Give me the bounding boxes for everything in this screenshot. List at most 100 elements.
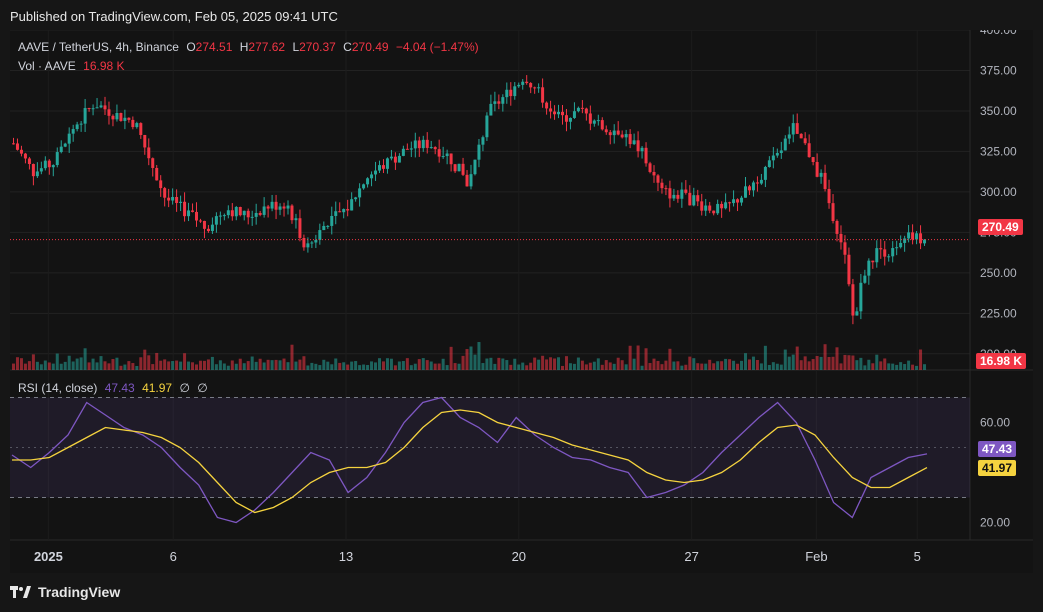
volume-bar (517, 364, 521, 370)
volume-bar (151, 364, 155, 370)
volume-bar (568, 363, 572, 370)
volume-label[interactable]: Vol · AAVE (18, 59, 76, 73)
volume-bar (123, 364, 127, 370)
candle-body (576, 107, 580, 112)
volume-bar (740, 360, 744, 370)
volume-bar (584, 364, 588, 370)
volume-bar (75, 358, 79, 370)
volume-bar (449, 346, 453, 370)
candle-body (119, 112, 123, 121)
candle-body (831, 203, 835, 222)
volume-bar (859, 357, 863, 370)
candle-body (258, 212, 262, 215)
rsi-tag: 47.43 (978, 441, 1017, 457)
candle-body (274, 201, 278, 210)
volume-bar (51, 363, 55, 370)
volume-bar (716, 361, 720, 370)
volume-bar (139, 357, 143, 370)
candle-body (720, 203, 724, 209)
candle-body (318, 230, 322, 240)
candle-body (19, 149, 23, 154)
candle-body (787, 134, 791, 139)
volume-bar (557, 357, 561, 370)
volume-bar (883, 358, 887, 370)
footer-brand[interactable]: TradingView (38, 584, 121, 600)
rsi-ma-line (12, 409, 928, 514)
candle-body (835, 221, 839, 234)
volume-bar (763, 345, 767, 370)
candle-body (903, 238, 907, 243)
volume-bar (362, 364, 366, 370)
candle-body (692, 195, 696, 206)
chart-area[interactable]: 200.00225.00250.00275.00300.00325.00350.… (10, 30, 1033, 573)
candle-body (684, 189, 688, 193)
candle-body (457, 163, 461, 172)
price-tick-label: 400.00 (980, 30, 1017, 37)
volume-bar (803, 356, 807, 370)
candle-body (775, 153, 779, 156)
volume-bar (95, 362, 99, 370)
candle-body (875, 248, 879, 263)
volume-bar (624, 364, 628, 370)
candle-body (513, 86, 517, 97)
volume-bar (843, 354, 847, 370)
volume-tag: 16.98 K (976, 353, 1027, 369)
volume-bar (115, 357, 119, 370)
volume-bar (923, 364, 927, 370)
rsi-legend-value: 47.43 (104, 381, 135, 395)
volume-bar (242, 363, 246, 370)
volume-bar (385, 358, 389, 370)
volume-bar (744, 353, 747, 370)
rsi-tick-label: 20.00 (980, 516, 1010, 530)
candle-body (31, 164, 35, 177)
volume-bar (119, 365, 123, 370)
volume-bar (485, 358, 489, 370)
volume-bar (891, 363, 895, 370)
chart-svg[interactable]: 200.00225.00250.00275.00300.00325.00350.… (10, 30, 1033, 573)
candle-body (222, 215, 226, 217)
candle-body (612, 130, 616, 136)
candle-body (95, 107, 99, 109)
volume-bar (67, 355, 71, 370)
volume-bar (481, 363, 485, 370)
volume-bar (179, 361, 183, 370)
volume-bar (525, 365, 529, 370)
volume-bar (604, 360, 608, 370)
candle-body (895, 247, 899, 249)
volume-bar (302, 356, 306, 370)
candle-body (779, 150, 783, 154)
candle-body (744, 186, 747, 198)
volume-bar (736, 363, 740, 370)
candle-body (517, 84, 521, 87)
footer: TradingView (10, 584, 120, 600)
candle-body (346, 209, 350, 211)
candle-body (704, 205, 708, 211)
candle-body (688, 192, 692, 206)
volume-bar (238, 358, 242, 370)
volume-bar (15, 357, 19, 370)
volume-bar (795, 346, 799, 370)
candle-body (561, 111, 564, 116)
candle-body (342, 209, 346, 213)
volume-bar (564, 356, 568, 370)
volume-bar (366, 364, 370, 370)
candle-body (465, 174, 469, 187)
candle-body (278, 206, 282, 210)
symbol-label[interactable]: AAVE / TetherUS, 4h, Binance (18, 40, 179, 54)
volume-bar (632, 358, 636, 370)
candle-body (210, 224, 214, 232)
candle-body (716, 203, 720, 214)
volume-bar (811, 359, 815, 370)
volume-bar (596, 358, 600, 370)
candle-body (195, 211, 198, 221)
candle-body (270, 201, 274, 209)
rsi-label[interactable]: RSI (14, close) (18, 381, 98, 395)
candle-body (417, 140, 421, 149)
volume-bar (342, 362, 346, 370)
volume-bar (513, 358, 517, 370)
candle-body (553, 111, 557, 115)
candle-body (759, 179, 763, 184)
candle-body (859, 282, 863, 312)
candle-body (815, 161, 819, 177)
